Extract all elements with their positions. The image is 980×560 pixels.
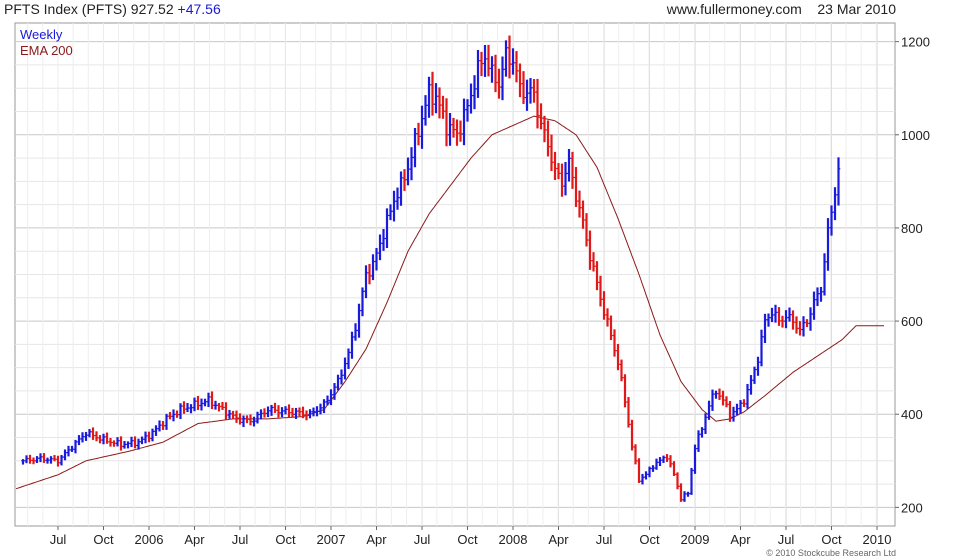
x-tick-label: Apr bbox=[184, 532, 205, 547]
x-tick-label: Oct bbox=[457, 532, 478, 547]
y-tick-label: 1200 bbox=[901, 35, 930, 50]
x-tick-label: Jul bbox=[232, 532, 249, 547]
x-tick-label: Jul bbox=[414, 532, 431, 547]
weekly-bars bbox=[21, 35, 841, 502]
y-tick-label: 200 bbox=[901, 500, 923, 515]
x-tick-label: Apr bbox=[548, 532, 569, 547]
x-axis: Jul Oct 2006 Apr Jul Oct 2007 Apr Jul Oct 2008 Apr J… bbox=[50, 526, 892, 547]
x-tick-label: Apr bbox=[730, 532, 751, 547]
y-tick-label: 800 bbox=[901, 221, 923, 236]
x-tick-label: Jul bbox=[778, 532, 795, 547]
legend-ema: EMA 200 bbox=[20, 43, 73, 58]
x-tick-label: Oct bbox=[93, 532, 114, 547]
y-tick-label: 1000 bbox=[901, 128, 930, 143]
x-tick-label: 2008 bbox=[499, 532, 528, 547]
grid bbox=[15, 23, 895, 526]
site-url: www.fullermoney.com bbox=[666, 1, 802, 17]
index-title: PFTS Index (PFTS) 927.52 bbox=[4, 1, 174, 17]
x-tick-label: 2006 bbox=[135, 532, 164, 547]
x-tick-label: Jul bbox=[596, 532, 613, 547]
chart-date: 23 Mar 2010 bbox=[817, 1, 896, 17]
x-tick-label: 2007 bbox=[317, 532, 346, 547]
ema-line bbox=[15, 115, 884, 490]
header-right: www.fullermoney.com 23 Mar 2010 bbox=[667, 1, 896, 17]
x-tick-label: Oct bbox=[275, 532, 296, 547]
y-axis: 200 400 600 800 1000 1200 bbox=[895, 35, 930, 515]
y-tick-label: 600 bbox=[901, 314, 923, 329]
x-tick-label: 2010 bbox=[863, 532, 892, 547]
price-change: +47.56 bbox=[177, 1, 221, 17]
x-tick-label: Jul bbox=[50, 532, 67, 547]
x-tick-label: 2009 bbox=[681, 532, 710, 547]
x-tick-label: Oct bbox=[821, 532, 842, 547]
chart-title: PFTS Index (PFTS) 927.52 +47.56 bbox=[4, 1, 221, 17]
copyright: © 2010 Stockcube Research Ltd bbox=[766, 548, 896, 558]
x-tick-label: Apr bbox=[366, 532, 387, 547]
legend-weekly: Weekly bbox=[20, 27, 63, 42]
x-tick-label: Oct bbox=[639, 532, 660, 547]
ema-line-group bbox=[15, 115, 884, 490]
y-tick-label: 400 bbox=[901, 407, 923, 422]
